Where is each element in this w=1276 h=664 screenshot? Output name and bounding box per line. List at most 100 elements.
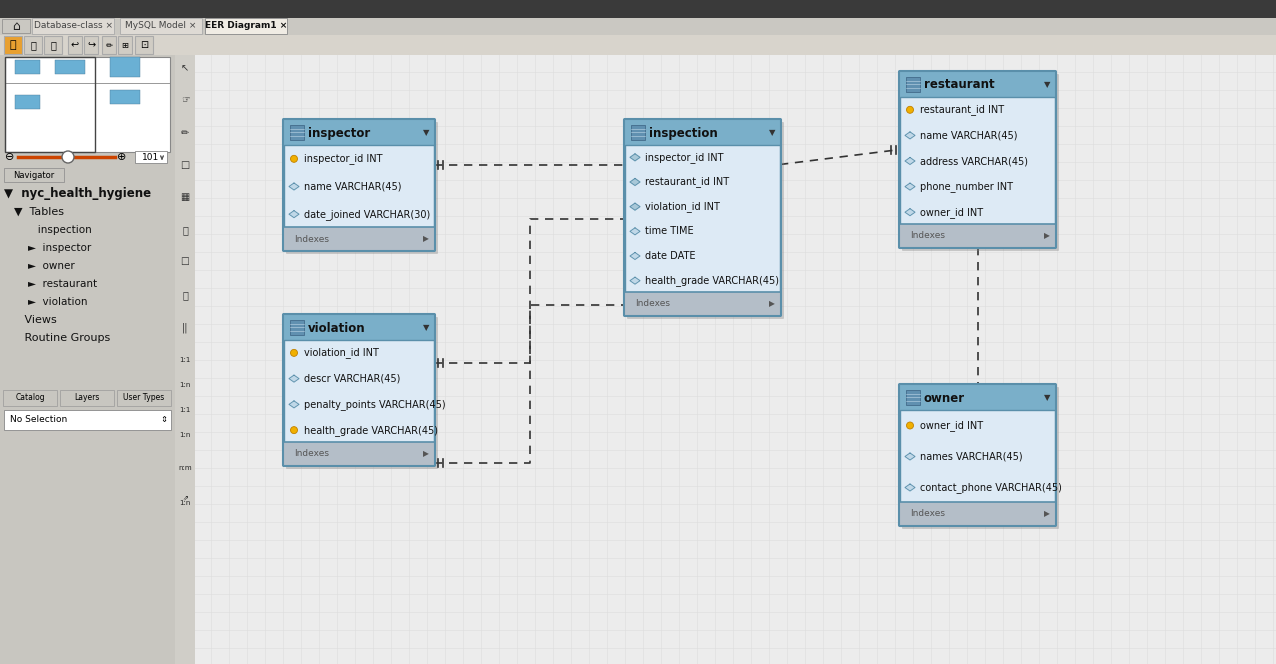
Circle shape <box>906 106 914 114</box>
Text: Indexes: Indexes <box>293 450 329 459</box>
Polygon shape <box>905 183 915 190</box>
Bar <box>285 340 434 443</box>
Bar <box>625 145 780 293</box>
FancyBboxPatch shape <box>286 122 438 254</box>
Text: inspector: inspector <box>308 127 370 139</box>
Text: Navigator: Navigator <box>13 171 55 179</box>
Polygon shape <box>905 453 915 460</box>
Text: EER Diagram1 ×: EER Diagram1 × <box>205 21 287 31</box>
Text: ►  violation: ► violation <box>28 297 88 307</box>
Text: phone_number INT: phone_number INT <box>920 181 1013 192</box>
Text: ↪: ↪ <box>87 40 96 50</box>
Text: ✏: ✏ <box>181 128 189 138</box>
Text: n:m: n:m <box>179 465 191 471</box>
Text: address VARCHAR(45): address VARCHAR(45) <box>920 156 1028 166</box>
Bar <box>55 60 85 74</box>
Text: owner: owner <box>924 392 965 404</box>
Circle shape <box>63 151 74 163</box>
Bar <box>3 390 57 406</box>
Text: ⌂: ⌂ <box>11 19 20 33</box>
Bar <box>285 145 434 228</box>
Text: owner_id INT: owner_id INT <box>920 207 983 218</box>
Text: MySQL Model ×: MySQL Model × <box>125 21 197 31</box>
Text: ⊡: ⊡ <box>140 40 148 50</box>
Text: ⦿: ⦿ <box>182 290 188 300</box>
Bar <box>110 90 140 104</box>
Text: restaurant_id INT: restaurant_id INT <box>920 104 1004 116</box>
Polygon shape <box>905 208 915 216</box>
Circle shape <box>291 155 297 162</box>
Polygon shape <box>288 375 299 382</box>
FancyBboxPatch shape <box>283 119 435 146</box>
Bar <box>110 57 140 77</box>
Text: ⎘: ⎘ <box>182 225 188 235</box>
Text: Routine Groups: Routine Groups <box>14 333 110 343</box>
Text: ▶: ▶ <box>769 299 775 309</box>
FancyBboxPatch shape <box>283 227 435 251</box>
Text: ▼: ▼ <box>1044 394 1050 402</box>
Bar <box>205 18 287 34</box>
FancyBboxPatch shape <box>900 71 1057 98</box>
Bar <box>102 36 116 54</box>
Bar <box>0 55 175 664</box>
Text: inspector_id INT: inspector_id INT <box>304 153 383 164</box>
Text: ▶: ▶ <box>1044 232 1050 240</box>
FancyBboxPatch shape <box>900 502 1057 526</box>
Text: ☐: ☐ <box>181 257 189 267</box>
Text: ↖: ↖ <box>181 63 189 73</box>
Text: ▼: ▼ <box>1044 80 1050 90</box>
Circle shape <box>906 422 914 429</box>
Text: ▼: ▼ <box>422 323 429 333</box>
Text: 1:1: 1:1 <box>180 407 190 413</box>
Circle shape <box>291 349 297 357</box>
FancyArrowPatch shape <box>161 156 163 159</box>
FancyBboxPatch shape <box>624 292 781 316</box>
Text: ⇗
1:n: ⇗ 1:n <box>180 494 190 506</box>
Polygon shape <box>630 154 641 161</box>
Text: ▼: ▼ <box>768 129 776 137</box>
Bar <box>135 151 167 163</box>
FancyBboxPatch shape <box>900 384 1057 411</box>
Bar <box>0 18 1276 35</box>
Polygon shape <box>630 203 641 210</box>
Text: ↩: ↩ <box>71 40 79 50</box>
Polygon shape <box>630 228 641 235</box>
Polygon shape <box>288 183 299 190</box>
Text: ||: || <box>181 323 189 333</box>
Text: ⊖: ⊖ <box>5 152 15 162</box>
FancyBboxPatch shape <box>627 122 783 319</box>
FancyBboxPatch shape <box>624 119 781 146</box>
Bar <box>84 36 98 54</box>
Text: 1:1: 1:1 <box>180 357 190 363</box>
Text: 📂: 📂 <box>31 40 36 50</box>
Text: violation_id INT: violation_id INT <box>304 347 379 359</box>
Text: Layers: Layers <box>74 394 100 402</box>
Bar <box>120 18 202 34</box>
FancyBboxPatch shape <box>902 74 1059 251</box>
Bar <box>5 57 170 152</box>
Polygon shape <box>905 157 915 165</box>
Text: restaurant_id INT: restaurant_id INT <box>644 177 729 187</box>
Polygon shape <box>905 484 915 491</box>
Text: inspector_id INT: inspector_id INT <box>644 152 723 163</box>
Text: penalty_points VARCHAR(45): penalty_points VARCHAR(45) <box>304 399 445 410</box>
Polygon shape <box>905 132 915 139</box>
Text: contact_phone VARCHAR(45): contact_phone VARCHAR(45) <box>920 482 1062 493</box>
Text: ✏: ✏ <box>106 41 112 50</box>
Bar <box>632 125 644 140</box>
Polygon shape <box>288 210 299 218</box>
Bar <box>43 36 63 54</box>
Text: Indexes: Indexes <box>293 234 329 244</box>
Text: ▶: ▶ <box>424 234 429 244</box>
Text: name VARCHAR(45): name VARCHAR(45) <box>920 130 1017 140</box>
Text: date DATE: date DATE <box>644 251 695 261</box>
Text: Indexes: Indexes <box>910 509 946 519</box>
Text: ►  owner: ► owner <box>28 261 75 271</box>
Text: ▦: ▦ <box>180 192 190 202</box>
Text: ▶: ▶ <box>1044 509 1050 519</box>
Text: Indexes: Indexes <box>910 232 946 240</box>
Bar <box>900 97 1055 225</box>
Polygon shape <box>630 179 641 185</box>
Bar <box>900 410 1055 503</box>
Text: descr VARCHAR(45): descr VARCHAR(45) <box>304 374 401 384</box>
